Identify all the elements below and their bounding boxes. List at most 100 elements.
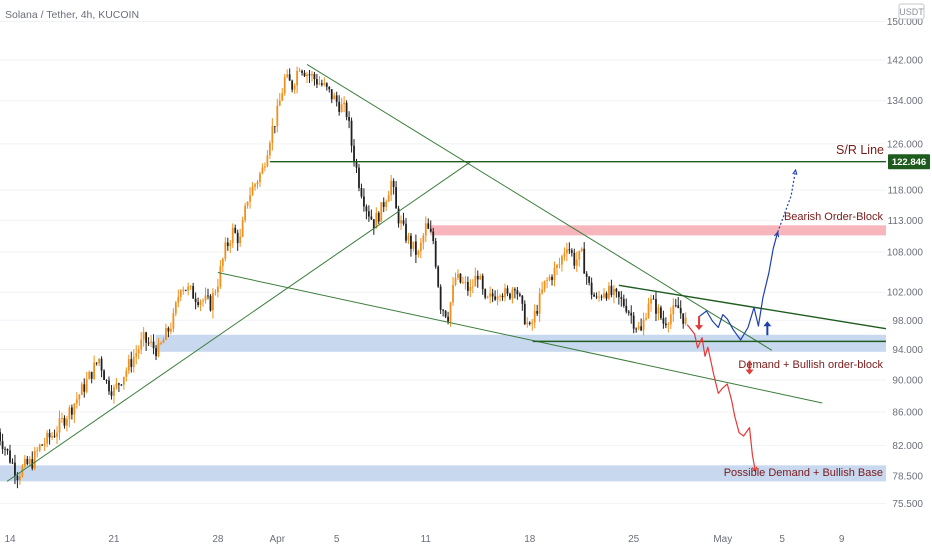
candle-body (147, 342, 150, 344)
candle-body (194, 298, 197, 303)
candle-body (224, 242, 227, 259)
candle-body (286, 74, 289, 78)
time-tick-label: 18 (524, 534, 536, 545)
candle-body (23, 458, 26, 467)
candle-body (212, 292, 214, 311)
candle-body (385, 201, 388, 207)
candle-body (105, 379, 108, 381)
candle-body (288, 74, 291, 81)
candle-body (219, 266, 222, 287)
arrow-up-head (763, 321, 772, 327)
candle-body (333, 95, 336, 100)
candle-body (407, 235, 410, 241)
candle-body (41, 444, 44, 446)
candle-body (343, 102, 346, 105)
candle-body (358, 167, 360, 188)
price-tick-label: 126.000 (887, 139, 924, 150)
candle-body (417, 251, 420, 255)
candle-body (63, 418, 66, 426)
price-tick-label: 98.000 (892, 316, 923, 327)
candle-body (85, 379, 88, 392)
candle-body (504, 288, 506, 298)
trend-line[interactable] (217, 272, 823, 404)
candle-body (16, 475, 19, 481)
candle-body (199, 301, 202, 305)
candle-body (514, 289, 516, 291)
candle-body (150, 341, 152, 343)
candle-body (452, 284, 454, 303)
candle-body (38, 444, 41, 451)
candle-body (328, 86, 331, 90)
candle-body (78, 394, 81, 400)
candle-body (382, 202, 385, 207)
projection-arrowhead (752, 466, 758, 473)
candle-body (83, 384, 86, 392)
price-tick-label: 113.000 (888, 216, 924, 227)
candle-body (306, 74, 308, 77)
candle-body (303, 72, 306, 77)
candle-body (655, 299, 657, 314)
candle-body (679, 308, 682, 314)
candle-body (521, 295, 524, 304)
trend-line[interactable] (618, 284, 887, 330)
projection-path[interactable] (698, 232, 779, 341)
candle-body (598, 296, 600, 298)
candle-body (291, 80, 294, 90)
candle-body (397, 208, 400, 224)
time-tick-label: 5 (779, 534, 785, 545)
candle-body (533, 310, 536, 323)
candle-body (197, 302, 199, 305)
candle-body (165, 328, 167, 340)
trend-lines-layer (6, 64, 887, 482)
candle-body (58, 418, 61, 433)
candle-body (19, 476, 21, 481)
candle-body (635, 328, 638, 330)
trend-line[interactable] (306, 64, 773, 351)
candle-body (172, 313, 175, 329)
candle-body (80, 384, 83, 395)
candle-body (402, 220, 405, 224)
candle-body (444, 310, 447, 317)
projection-path[interactable] (777, 169, 797, 233)
candle-body (528, 322, 531, 324)
candle-body (650, 298, 652, 304)
time-tick-label: 11 (421, 534, 432, 545)
candle-body (575, 259, 578, 266)
candle-body (664, 323, 667, 326)
candle-body (608, 285, 610, 299)
candle-body (620, 297, 623, 299)
candle-body (491, 293, 494, 297)
candle-body (543, 280, 546, 290)
candle-body (9, 450, 11, 463)
candle-body (182, 289, 185, 291)
candle-body (422, 235, 425, 243)
candle-body (437, 266, 440, 287)
candle-body (293, 85, 296, 90)
price-axis[interactable] (886, 0, 932, 520)
candle-body (308, 74, 311, 76)
candle-body (489, 293, 492, 297)
candle-body (98, 358, 100, 364)
trend-line[interactable] (6, 161, 471, 482)
candle-body (202, 300, 204, 302)
candle-body (103, 370, 105, 380)
candle-body (669, 314, 672, 325)
projections-layer (686, 168, 798, 473)
candle-body (531, 322, 534, 324)
candle-body (442, 309, 445, 311)
candle-body (256, 182, 259, 185)
candle-body (36, 450, 39, 452)
candle-body (113, 387, 115, 396)
candle-body (410, 235, 412, 249)
candle-body (189, 286, 192, 287)
candle-body (625, 305, 628, 312)
projection-path[interactable] (686, 324, 757, 472)
candle-body (546, 280, 548, 281)
candle-body (647, 303, 650, 318)
candle-body (221, 258, 224, 267)
candle-body (595, 296, 598, 298)
currency-badge[interactable] (898, 3, 925, 20)
candle-body (548, 276, 551, 281)
candle-body (338, 101, 341, 113)
